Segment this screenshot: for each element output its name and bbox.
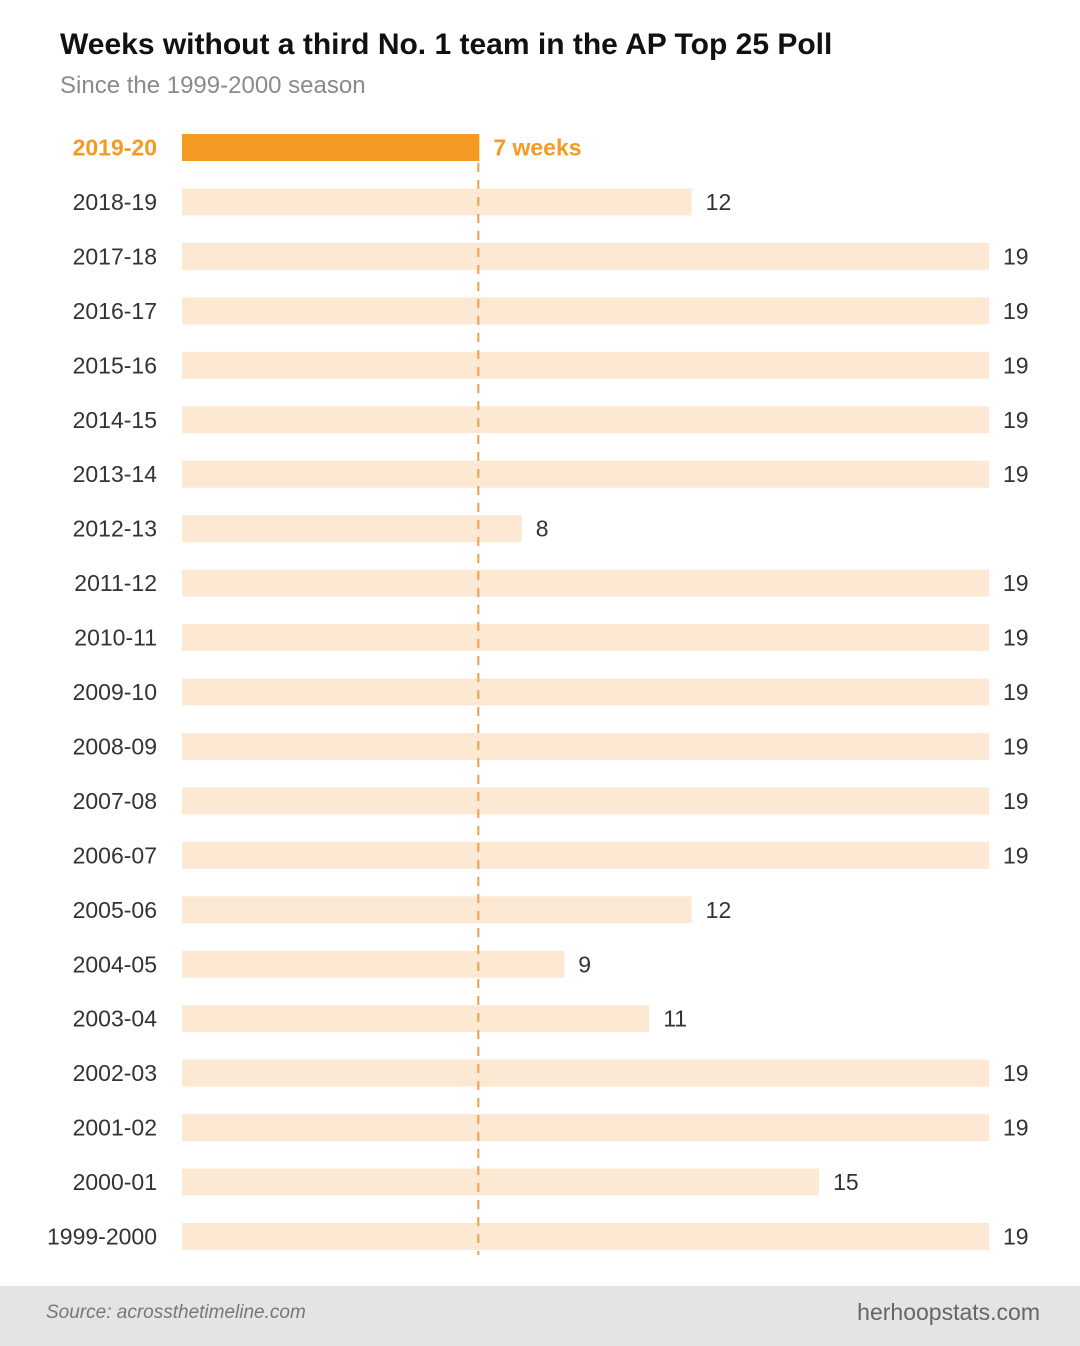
bar-2016-17	[182, 297, 989, 325]
value-label-2014-15: 19	[1003, 407, 1029, 433]
labels-group: 2019-20 7 weeks 2018-19 12 2017-18 19 2016-17 1…	[47, 135, 1029, 1250]
category-label-2012-13: 2012-13	[73, 516, 157, 542]
category-label-2013-14: 2013-14	[73, 461, 158, 487]
value-label-2003-04: 11	[663, 1006, 687, 1032]
category-label-2008-09: 2008-09	[73, 733, 157, 759]
value-label-2010-11: 19	[1003, 625, 1029, 651]
category-label-2017-18: 2017-18	[73, 243, 157, 269]
value-label-2004-05: 9	[578, 951, 591, 977]
category-label-2015-16: 2015-16	[73, 352, 157, 378]
bar-2014-15	[182, 406, 989, 434]
value-label-2011-12: 19	[1003, 570, 1029, 596]
value-label-2008-09: 19	[1003, 733, 1029, 759]
category-label-2009-10: 2009-10	[73, 679, 157, 705]
category-label-2002-03: 2002-03	[73, 1060, 157, 1086]
category-label-1999-2000: 1999-2000	[47, 1224, 157, 1250]
category-label-2019-20: 2019-20	[73, 135, 157, 161]
value-label-2015-16: 19	[1003, 352, 1029, 378]
category-label-2000-01: 2000-01	[73, 1169, 157, 1195]
category-label-2018-19: 2018-19	[73, 189, 157, 215]
bar-2012-13	[182, 515, 522, 543]
category-label-2005-06: 2005-06	[73, 897, 157, 923]
chart-subtitle: Since the 1999-2000 season	[60, 72, 366, 99]
bar-2006-07	[182, 841, 989, 869]
category-label-2010-11: 2010-11	[74, 625, 157, 651]
category-label-2007-08: 2007-08	[73, 788, 157, 814]
bar-2017-18	[182, 242, 989, 270]
category-label-2006-07: 2006-07	[73, 842, 157, 868]
bar-2015-16	[182, 351, 989, 379]
category-label-2004-05: 2004-05	[73, 951, 157, 977]
value-label-2019-20: 7 weeks	[493, 135, 581, 161]
chart-title: Weeks without a third No. 1 team in the …	[60, 28, 833, 61]
bar-2004-05	[182, 950, 565, 978]
value-label-2009-10: 19	[1003, 679, 1029, 705]
bar-2009-10	[182, 678, 989, 706]
bar-2007-08	[182, 787, 989, 815]
bar-2011-12	[182, 569, 989, 597]
bar-1999-2000	[182, 1223, 989, 1250]
value-label-2002-03: 19	[1003, 1060, 1029, 1086]
value-label-2016-17: 19	[1003, 298, 1029, 324]
category-label-2014-15: 2014-15	[73, 407, 157, 433]
bar-2005-06	[182, 896, 692, 924]
bar-2013-14	[182, 460, 989, 488]
value-label-2007-08: 19	[1003, 788, 1029, 814]
category-label-2003-04: 2003-04	[73, 1006, 158, 1032]
bar-2008-09	[182, 732, 989, 760]
value-label-2018-19: 12	[706, 189, 732, 215]
category-label-2011-12: 2011-12	[74, 570, 157, 596]
category-label-2001-02: 2001-02	[73, 1115, 157, 1141]
value-label-2006-07: 19	[1003, 842, 1029, 868]
value-label-1999-2000: 19	[1003, 1224, 1029, 1250]
bar-2000-01	[182, 1168, 820, 1196]
value-label-2017-18: 19	[1003, 243, 1029, 269]
bar-chart: 2019-20 7 weeks 2018-19 12 2017-18 19 2016-17 1…	[47, 134, 1029, 1255]
category-label-2016-17: 2016-17	[73, 298, 157, 324]
value-label-2012-13: 8	[536, 516, 549, 542]
bar-2001-02	[182, 1114, 989, 1142]
bar-2003-04	[182, 1005, 650, 1033]
footer: Source: acrossthetimeline.com herhoopsta…	[0, 1286, 1080, 1346]
bar-2018-19	[182, 188, 692, 216]
brand-label: herhoopstats.com	[857, 1299, 1040, 1325]
bar-2010-11	[182, 624, 989, 652]
value-label-2005-06: 12	[706, 897, 732, 923]
bar-2002-03	[182, 1059, 989, 1087]
bars-group	[182, 134, 989, 1250]
value-label-2000-01: 15	[833, 1169, 859, 1195]
source-note: Source: acrossthetimeline.com	[46, 1302, 306, 1323]
value-label-2013-14: 19	[1003, 461, 1029, 487]
value-label-2001-02: 19	[1003, 1115, 1029, 1141]
bar-2019-20	[182, 134, 480, 161]
